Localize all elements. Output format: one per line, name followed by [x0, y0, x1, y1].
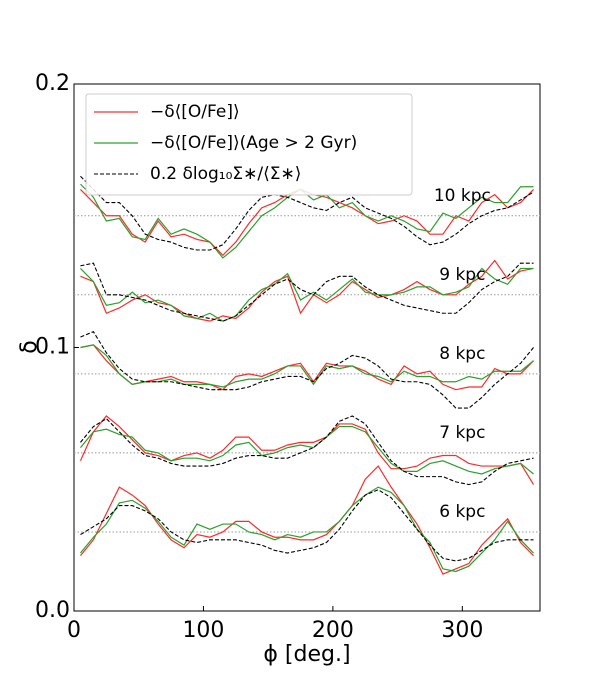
- x-tick-label: 200: [312, 618, 354, 643]
- series-line: [80, 465, 534, 575]
- group-label: 9 kpc: [439, 265, 485, 285]
- legend-label: −δ⟨[O/Fe]⟩: [150, 102, 240, 122]
- x-axis-label: ϕ [deg.]: [263, 642, 350, 667]
- group-label: 6 kpc: [439, 502, 485, 522]
- series-line: [80, 415, 534, 486]
- y-tick-label: 0.0: [35, 598, 70, 623]
- series-line: [80, 267, 534, 322]
- x-tick-label: 300: [441, 618, 483, 643]
- series-line: [80, 425, 534, 475]
- y-tick-label: 0.1: [35, 335, 70, 360]
- x-tick-label: 100: [182, 618, 224, 643]
- series-line: [80, 489, 534, 562]
- group-label: 8 kpc: [439, 344, 485, 364]
- group-label: 10 kpc: [434, 186, 491, 206]
- series-line: [80, 259, 534, 322]
- x-tick-label: 0: [67, 618, 81, 643]
- group-label: 7 kpc: [439, 423, 485, 443]
- series-line: [80, 486, 534, 573]
- series-line: [80, 262, 534, 322]
- series-line: [80, 331, 534, 409]
- series-line: [80, 175, 534, 251]
- series-line: [80, 344, 534, 391]
- legend-label: 0.2 δlog₁₀Σ∗/⟨Σ∗⟩: [150, 164, 301, 184]
- y-axis-label: δ: [17, 340, 42, 353]
- series-line: [79, 415, 535, 485]
- legend-label: −δ⟨[O/Fe]⟩(Age > 2 Gyr): [150, 133, 357, 153]
- legend-box: [85, 93, 413, 196]
- y-tick-label: 0.2: [35, 71, 70, 96]
